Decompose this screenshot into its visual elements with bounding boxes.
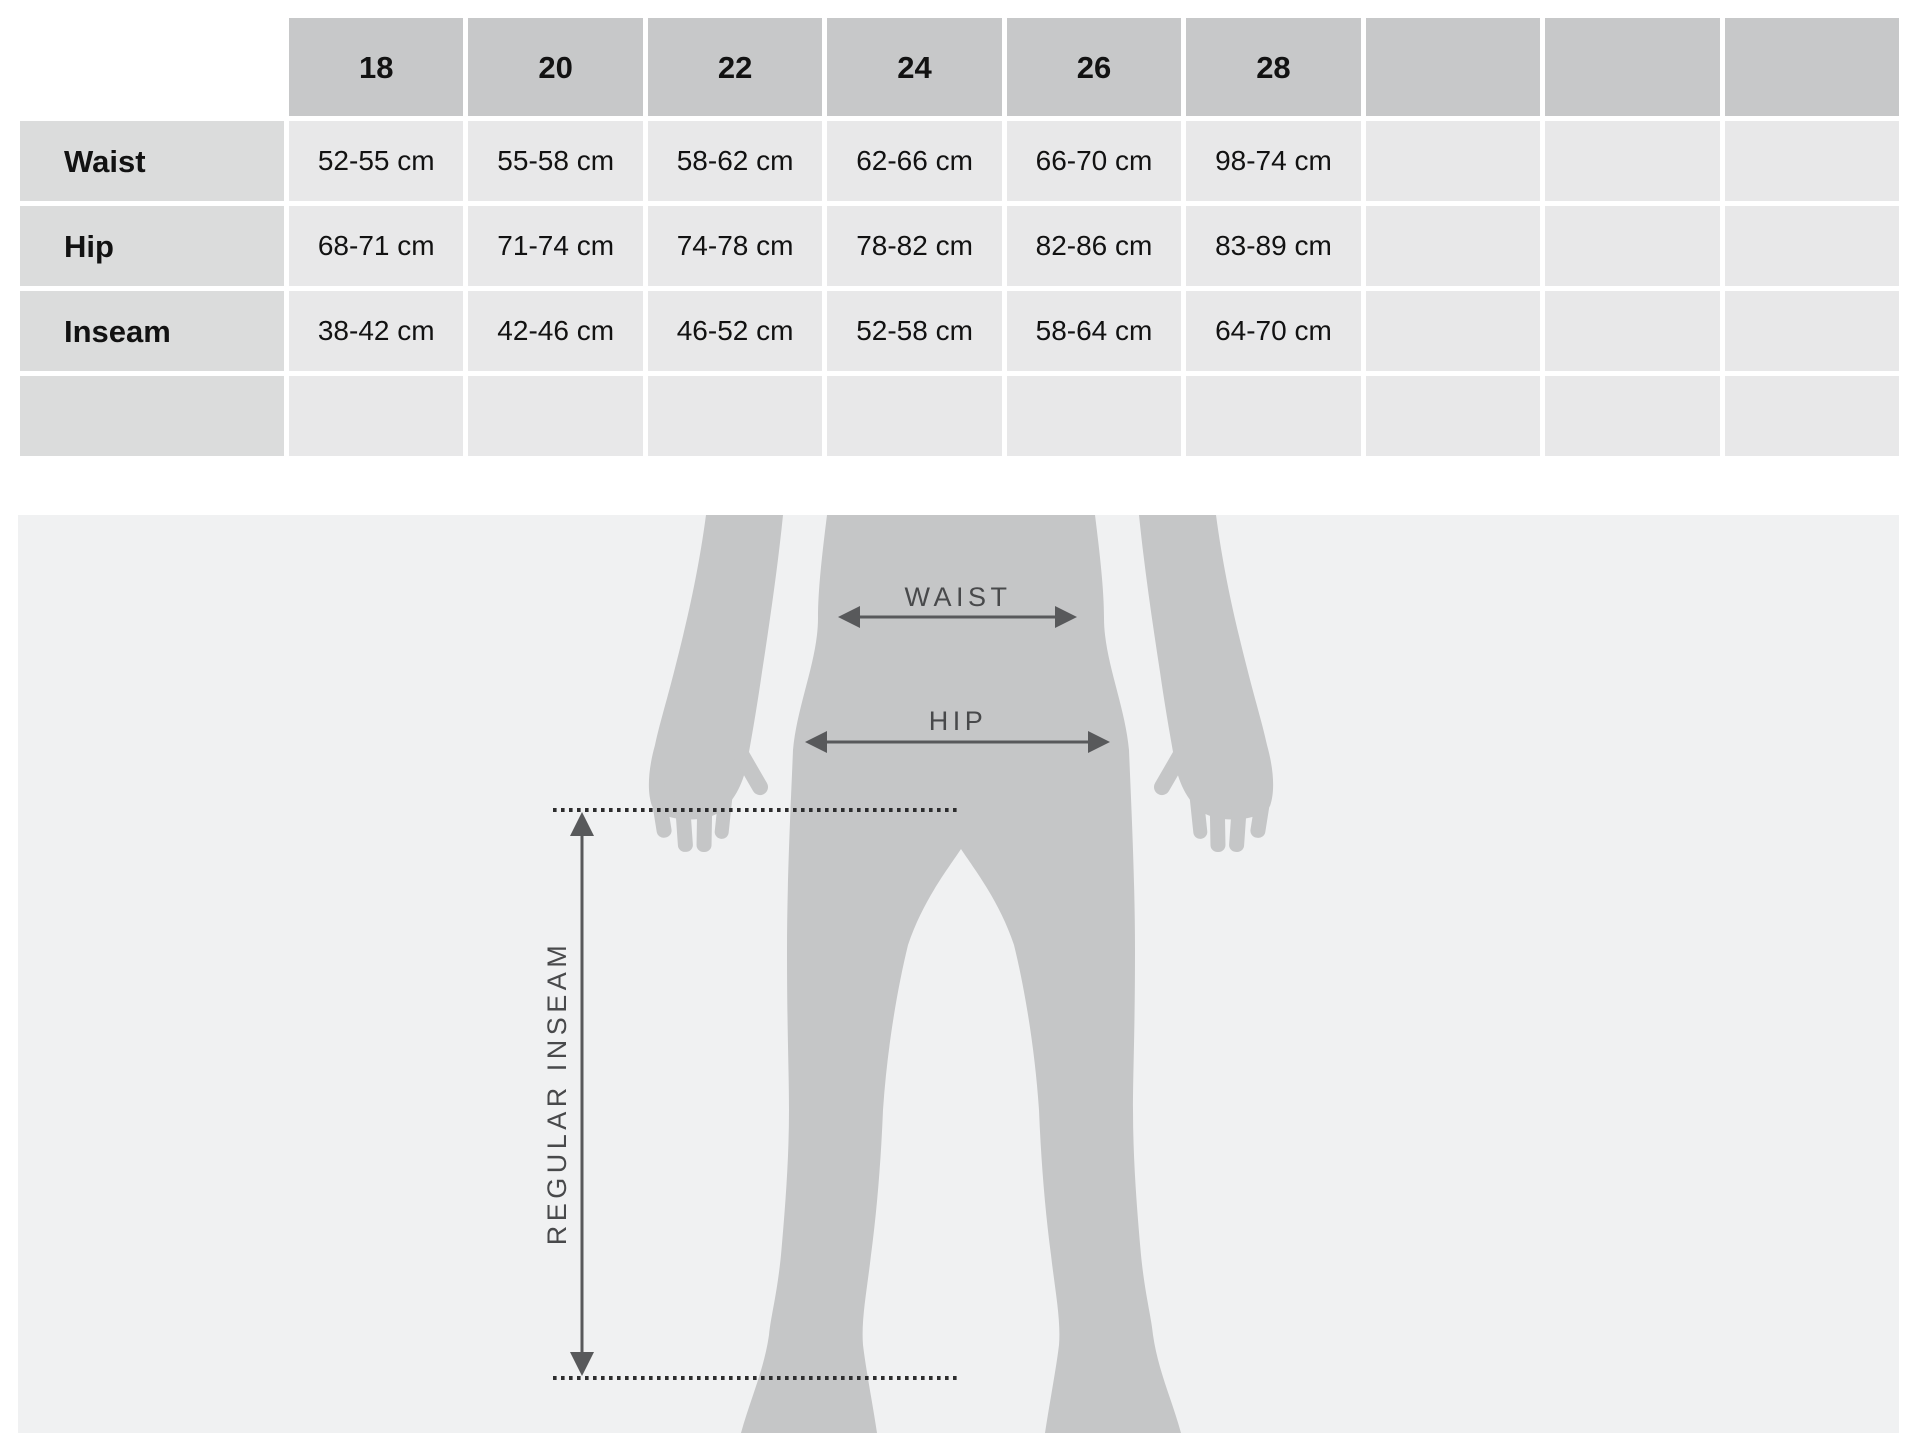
measurement-cell: 64-70 cm [1186, 291, 1361, 371]
waist-label: WAIST [905, 582, 1012, 612]
measurement-cell [468, 376, 643, 456]
size-column-header: 24 [827, 18, 1002, 116]
waist-arrow-left-head [838, 606, 860, 628]
measurement-cell [1724, 291, 1899, 371]
measurement-row-label: Waist [20, 121, 284, 201]
table-corner-cell [20, 18, 284, 116]
right-thumb [1154, 745, 1190, 796]
right-finger [1229, 786, 1248, 853]
measurement-row-label [20, 376, 284, 456]
measurement-cell: 78-82 cm [827, 206, 1002, 286]
measurement-row-label: Hip [20, 206, 284, 286]
left-finger [649, 778, 672, 838]
size-column-header: 26 [1006, 18, 1182, 116]
right-finger [1250, 778, 1273, 838]
size-column-header [1724, 18, 1899, 116]
left-arm-silhouette [648, 515, 783, 820]
body-measurement-illustration: WAIST HIP REGULAR INSEAM [542, 515, 1274, 1433]
measurement-cell: 58-62 cm [647, 121, 823, 201]
left-finger [674, 785, 693, 852]
hip-arrow-left-head [805, 731, 827, 753]
left-finger [696, 788, 713, 853]
measurement-cell: 52-58 cm [827, 291, 1002, 371]
size-column-header: 28 [1186, 18, 1361, 116]
hip-arrow-right-head [1088, 731, 1110, 753]
left-thumb [732, 745, 768, 796]
measurement-cell: 83-89 cm [1186, 206, 1361, 286]
measurement-cell: 68-71 cm [289, 206, 464, 286]
measurement-cell [1365, 121, 1541, 201]
size-column-header [1365, 18, 1541, 116]
measurement-cell: 62-66 cm [827, 121, 1002, 201]
right-arm-silhouette [1139, 515, 1274, 820]
inseam-label: REGULAR INSEAM [542, 941, 572, 1246]
size-column-header: 22 [647, 18, 823, 116]
measurement-cell [1365, 291, 1541, 371]
size-column-header: 20 [468, 18, 643, 116]
hip-label: HIP [929, 706, 988, 736]
measurement-cell: 98-74 cm [1186, 121, 1361, 201]
measurement-cell [1365, 206, 1541, 286]
measurement-cell [1545, 376, 1720, 456]
measurement-cell: 42-46 cm [468, 291, 643, 371]
measurement-cell [1006, 376, 1182, 456]
measurement-cell: 82-86 cm [1006, 206, 1182, 286]
measurement-cell [289, 376, 464, 456]
measurement-cell [1724, 376, 1899, 456]
size-column-header: 18 [289, 18, 464, 116]
measurement-cell: 46-52 cm [647, 291, 823, 371]
measurement-diagram: WAIST HIP REGULAR INSEAM [18, 515, 1899, 1433]
right-finger [1188, 783, 1208, 839]
measurement-cell [1545, 206, 1720, 286]
measurement-cell: 74-78 cm [647, 206, 823, 286]
measurement-cell [1365, 376, 1541, 456]
measurement-cell [1186, 376, 1361, 456]
waist-arrow-right-head [1055, 606, 1077, 628]
size-column-header [1545, 18, 1720, 116]
measurement-cell: 58-64 cm [1006, 291, 1182, 371]
inseam-arrow-bottom-head [570, 1352, 594, 1376]
measurement-cell: 71-74 cm [468, 206, 643, 286]
measurement-cell [647, 376, 823, 456]
measurement-row-label: Inseam [20, 291, 284, 371]
measurement-cell [1724, 121, 1899, 201]
inseam-arrow-top-head [570, 812, 594, 836]
measurement-cell: 52-55 cm [289, 121, 464, 201]
measurement-cell [1545, 121, 1720, 201]
measurement-cell: 55-58 cm [468, 121, 643, 201]
measurement-cell [1724, 206, 1899, 286]
size-chart-table: 18 20 22 24 26 28 Waist 52-55 cm 55-58 cm 58-62 c… [20, 18, 1899, 456]
measurement-cell: 38-42 cm [289, 291, 464, 371]
body-silhouette [741, 515, 1181, 1433]
measurement-cell: 66-70 cm [1006, 121, 1182, 201]
right-finger [1209, 787, 1226, 852]
measurement-cell [1545, 291, 1720, 371]
measurement-cell [827, 376, 1002, 456]
